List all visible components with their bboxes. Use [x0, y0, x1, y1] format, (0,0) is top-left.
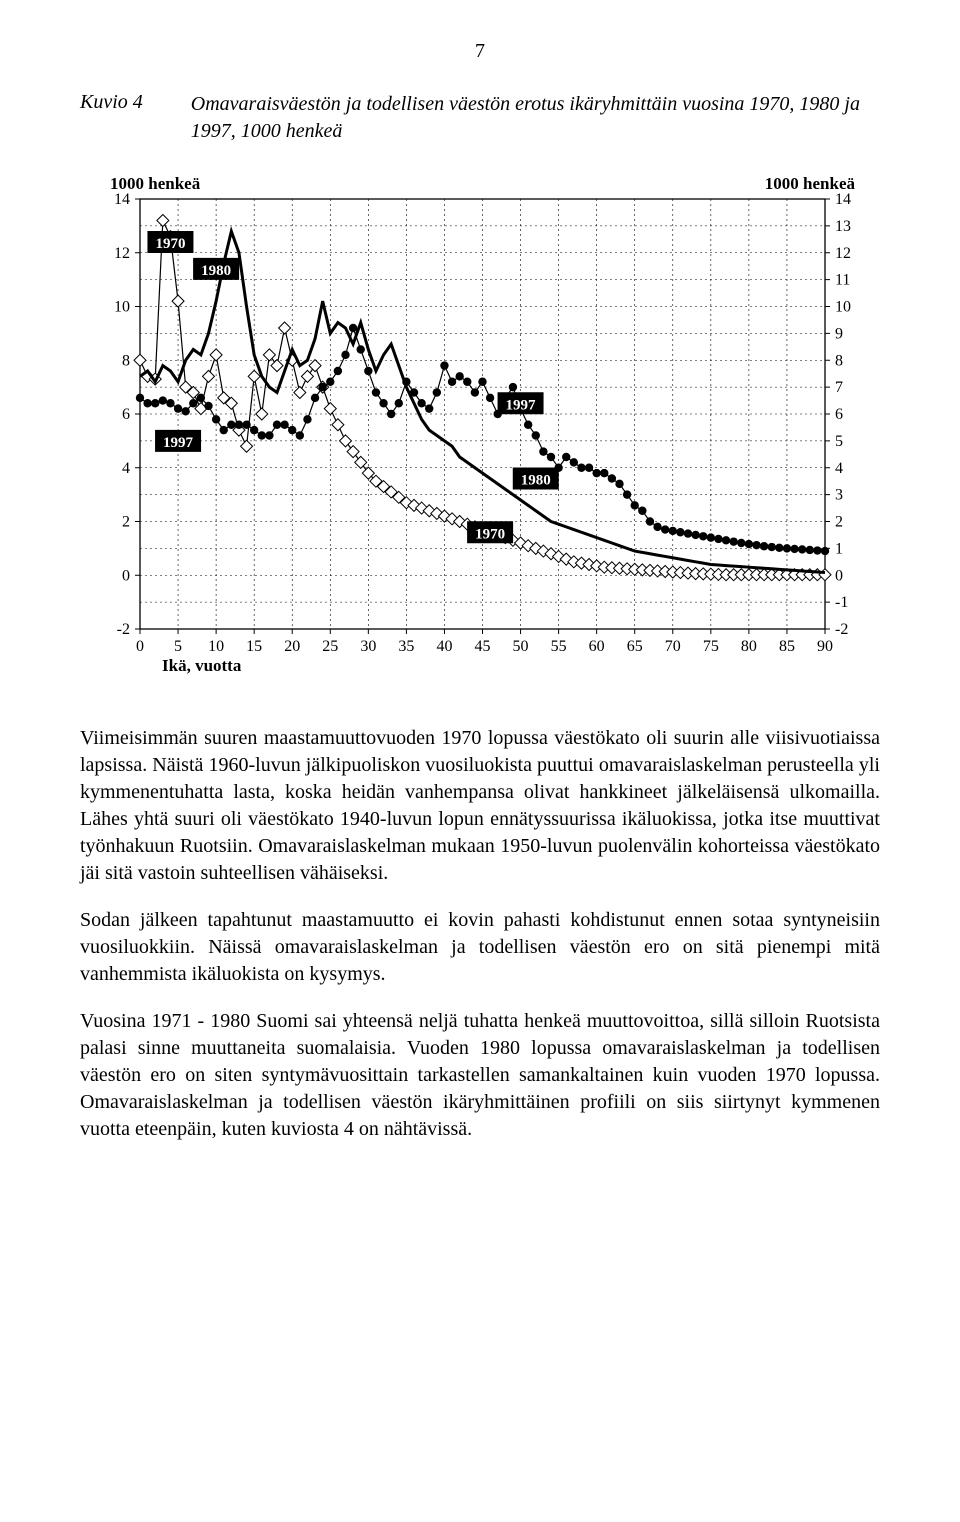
svg-text:1: 1	[835, 540, 843, 557]
svg-text:14: 14	[114, 191, 130, 208]
figure-header: Kuvio 4 Omavaraisväestön ja todellisen v…	[80, 91, 880, 145]
svg-text:40: 40	[436, 638, 452, 655]
svg-text:20: 20	[284, 638, 300, 655]
svg-text:Ikä, vuotta: Ikä, vuotta	[162, 656, 242, 675]
svg-text:6: 6	[122, 406, 130, 423]
svg-text:3: 3	[835, 487, 843, 504]
svg-text:13: 13	[835, 218, 851, 235]
svg-text:5: 5	[174, 638, 182, 655]
svg-text:80: 80	[741, 638, 757, 655]
chart: -202468101214-2-101234567891011121314051…	[80, 169, 880, 689]
svg-text:35: 35	[398, 638, 414, 655]
svg-text:-1: -1	[835, 594, 848, 611]
svg-text:2: 2	[835, 514, 843, 531]
svg-text:85: 85	[779, 638, 795, 655]
svg-text:6: 6	[835, 406, 843, 423]
svg-text:8: 8	[122, 352, 130, 369]
svg-text:10: 10	[208, 638, 224, 655]
svg-text:5: 5	[835, 433, 843, 450]
paragraph-2: Sodan jälkeen tapahtunut maastamuutto ei…	[80, 907, 880, 988]
svg-text:14: 14	[835, 191, 851, 208]
svg-text:50: 50	[513, 638, 529, 655]
svg-text:90: 90	[817, 638, 833, 655]
figure-title: Omavaraisväestön ja todellisen väestön e…	[191, 91, 880, 145]
svg-text:1980: 1980	[521, 473, 551, 489]
page-number: 7	[80, 40, 880, 63]
svg-text:15: 15	[246, 638, 262, 655]
svg-text:60: 60	[589, 638, 605, 655]
svg-text:4: 4	[122, 460, 130, 477]
svg-text:-2: -2	[835, 621, 848, 638]
svg-text:10: 10	[835, 299, 851, 316]
svg-text:8: 8	[835, 352, 843, 369]
svg-text:1970: 1970	[475, 526, 505, 542]
svg-text:1980: 1980	[201, 263, 231, 279]
page: 7 Kuvio 4 Omavaraisväestön ja todellisen…	[0, 0, 960, 1223]
svg-text:70: 70	[665, 638, 681, 655]
svg-text:0: 0	[122, 567, 130, 584]
svg-text:11: 11	[835, 272, 850, 289]
svg-text:55: 55	[551, 638, 567, 655]
svg-text:1000 henkeä: 1000 henkeä	[765, 174, 856, 193]
svg-text:12: 12	[114, 245, 130, 262]
svg-text:-2: -2	[117, 621, 130, 638]
svg-text:1000 henkeä: 1000 henkeä	[110, 174, 201, 193]
svg-text:1997: 1997	[506, 397, 537, 413]
svg-text:0: 0	[835, 567, 843, 584]
svg-text:30: 30	[360, 638, 376, 655]
svg-text:45: 45	[475, 638, 491, 655]
figure-label: Kuvio 4	[80, 91, 143, 114]
paragraph-3: Vuosina 1971 - 1980 Suomi sai yhteensä n…	[80, 1008, 880, 1143]
svg-text:65: 65	[627, 638, 643, 655]
svg-text:25: 25	[322, 638, 338, 655]
chart-svg: -202468101214-2-101234567891011121314051…	[80, 169, 880, 689]
svg-text:1997: 1997	[163, 435, 194, 451]
svg-text:12: 12	[835, 245, 851, 262]
paragraph-1: Viimeisimmän suuren maastamuuttovuoden 1…	[80, 725, 880, 887]
svg-text:1970: 1970	[155, 236, 185, 252]
svg-text:0: 0	[136, 638, 144, 655]
svg-text:4: 4	[835, 460, 843, 477]
svg-text:10: 10	[114, 299, 130, 316]
svg-text:2: 2	[122, 514, 130, 531]
svg-text:75: 75	[703, 638, 719, 655]
svg-text:7: 7	[835, 379, 843, 396]
svg-text:9: 9	[835, 325, 843, 342]
